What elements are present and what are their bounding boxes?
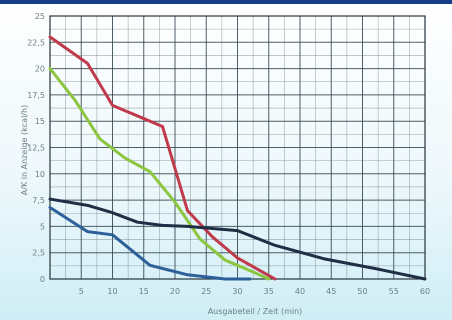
y-tick-label: 15 <box>35 117 45 126</box>
top-band <box>0 0 452 4</box>
y-tick-label: 12,5 <box>27 144 45 153</box>
x-tick-label: 25 <box>201 287 211 296</box>
series-line-2 <box>48 67 271 281</box>
x-tick-label: 5 <box>79 287 84 296</box>
x-tick-label: 30 <box>232 287 242 296</box>
series-line-3 <box>48 197 427 281</box>
x-axis-label: Ausgabeteil / Zeit (min) <box>208 307 303 316</box>
series-line-1 <box>48 35 277 281</box>
x-tick-label: 50 <box>357 287 367 296</box>
x-tick-label: 35 <box>264 287 274 296</box>
y-tick-label: 10 <box>35 170 45 179</box>
y-axis-label: A/K in Anzeige (kcal/h) <box>20 105 29 195</box>
y-tick-label: 20 <box>35 65 45 74</box>
series-line-4 <box>48 205 252 281</box>
x-tick-label: 45 <box>326 287 336 296</box>
grid-layer <box>49 15 426 280</box>
series-layer <box>48 35 427 281</box>
x-tick-label: 10 <box>107 287 117 296</box>
tick-layer: 5 10 15 20 25 30 35 40 45 50 55 60 0 2,5 5 7,5 10 12,5 15 1… <box>27 12 430 296</box>
y-tick-label: 7,5 <box>32 196 45 205</box>
x-tick-label: 20 <box>170 287 180 296</box>
x-tick-label: 55 <box>389 287 399 296</box>
x-tick-label: 15 <box>139 287 149 296</box>
y-tick-label: 17,5 <box>27 91 45 100</box>
x-tick-label: 40 <box>295 287 305 296</box>
y-tick-label: 0 <box>40 275 45 284</box>
x-tick-label: 60 <box>420 287 430 296</box>
y-tick-label: 5 <box>40 222 45 231</box>
y-tick-label: 22,5 <box>27 38 45 47</box>
y-tick-label: 25 <box>35 12 45 21</box>
y-tick-label: 2,5 <box>32 249 45 258</box>
